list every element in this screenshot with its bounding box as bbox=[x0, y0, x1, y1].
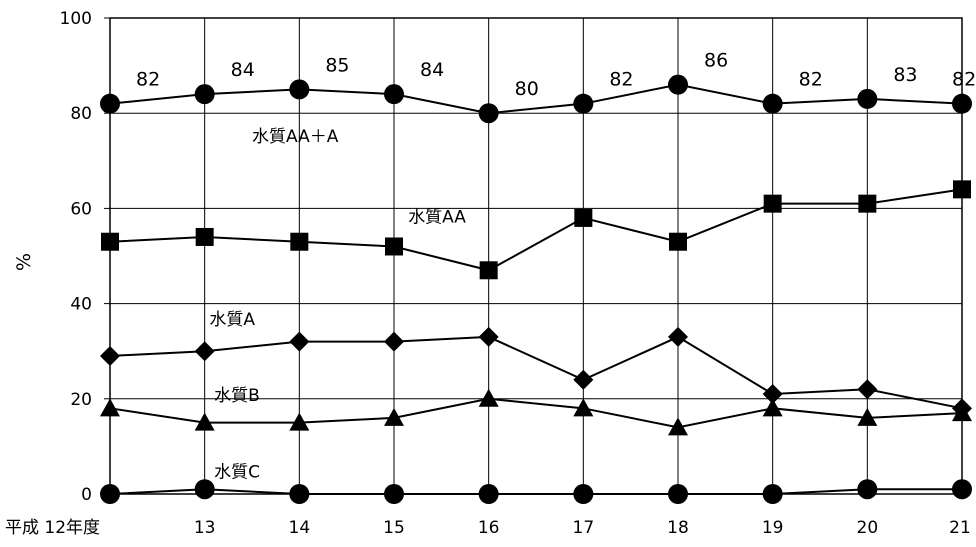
x-tick-label: 21 bbox=[949, 518, 971, 538]
marker-square bbox=[101, 232, 119, 251]
x-tick-label: 16 bbox=[478, 518, 500, 538]
marker-diamond bbox=[857, 379, 878, 400]
x-tick-label: 13 bbox=[194, 518, 216, 538]
series-line-0 bbox=[109, 83, 963, 115]
marker-diamond bbox=[384, 331, 404, 352]
marker-circle bbox=[100, 93, 120, 114]
marker-circle bbox=[668, 484, 688, 504]
series-line-3 bbox=[109, 397, 963, 429]
y-axis-label: % bbox=[13, 253, 35, 271]
y-tick-labels: 0 20 40 60 80 100 bbox=[60, 9, 110, 505]
marker-triangle bbox=[194, 412, 215, 431]
marker-circle bbox=[857, 479, 878, 500]
marker-diamond bbox=[100, 345, 120, 366]
series-line-1 bbox=[109, 188, 963, 272]
marker-diamond bbox=[668, 326, 688, 347]
marker-circle bbox=[857, 88, 878, 109]
marker-circle bbox=[573, 93, 594, 114]
marker-circle bbox=[289, 484, 310, 504]
y-tick-label: 60 bbox=[70, 199, 92, 219]
data-label: 85 bbox=[325, 54, 349, 76]
marker-triangle bbox=[573, 398, 594, 417]
marker-square bbox=[479, 261, 498, 280]
data-label: 86 bbox=[704, 50, 728, 72]
marker-square bbox=[574, 208, 593, 227]
data-label: 82 bbox=[609, 69, 633, 91]
data-label: 82 bbox=[952, 69, 976, 91]
x-tick-label: 15 bbox=[383, 518, 405, 538]
data-label: 82 bbox=[799, 69, 823, 91]
series-label-2: 水質A bbox=[209, 310, 255, 330]
x-tick-label: 14 bbox=[289, 518, 311, 538]
marker-square bbox=[195, 227, 214, 246]
marker-square bbox=[290, 232, 309, 251]
y-tick-label: 80 bbox=[70, 104, 92, 124]
marker-circle bbox=[289, 79, 310, 100]
marker-circle bbox=[194, 479, 215, 500]
marker-circle bbox=[194, 84, 215, 105]
data-label: 82 bbox=[136, 69, 160, 91]
marker-triangle bbox=[762, 398, 783, 417]
y-tick-label: 20 bbox=[70, 390, 92, 410]
marker-triangle bbox=[478, 388, 499, 407]
y-tick-label: 0 bbox=[81, 485, 92, 505]
marker-triangle bbox=[384, 407, 404, 426]
series-label-0: 水質AA＋A bbox=[252, 127, 339, 147]
series-label-1: 水質AA bbox=[408, 208, 466, 228]
data-labels: 82 84 85 84 80 82 86 82 83 82 bbox=[136, 50, 976, 101]
data-label: 83 bbox=[893, 64, 917, 86]
marker-diamond bbox=[194, 341, 215, 362]
marker-diamond bbox=[478, 326, 499, 347]
marker-circle bbox=[478, 484, 499, 504]
marker-square bbox=[953, 180, 971, 199]
marker-circle bbox=[668, 74, 688, 95]
marker-circle bbox=[762, 93, 783, 114]
data-label: 84 bbox=[420, 59, 444, 81]
marker-circle bbox=[573, 484, 594, 504]
marker-square bbox=[669, 232, 687, 251]
series-label-3: 水質B bbox=[214, 386, 260, 406]
marker-triangle bbox=[289, 412, 310, 431]
marker-diamond bbox=[573, 369, 594, 390]
marker-triangle bbox=[668, 417, 688, 436]
marker-circle bbox=[952, 479, 972, 500]
series-markers bbox=[100, 74, 972, 504]
marker-circle bbox=[384, 484, 404, 504]
marker-circle bbox=[478, 103, 499, 124]
series-line-2 bbox=[109, 335, 963, 410]
series-labels: 水質AA＋A 水質AA 水質A 水質B 水質C bbox=[209, 127, 466, 483]
marker-diamond bbox=[289, 331, 310, 352]
data-label: 80 bbox=[515, 78, 539, 100]
x-tick-label: 18 bbox=[667, 518, 689, 538]
marker-triangle bbox=[952, 403, 972, 422]
marker-circle bbox=[762, 484, 783, 504]
marker-circle bbox=[100, 484, 120, 504]
y-tick-label: 40 bbox=[70, 295, 92, 315]
marker-triangle bbox=[857, 407, 878, 426]
series-label-4: 水質C bbox=[214, 462, 260, 482]
data-label: 84 bbox=[231, 59, 255, 81]
series-line-4 bbox=[109, 488, 962, 495]
marker-triangle bbox=[100, 398, 120, 417]
x-tick-label: 20 bbox=[857, 518, 879, 538]
x-tick-label: 19 bbox=[762, 518, 784, 538]
marker-diamond bbox=[762, 384, 783, 405]
y-tick-label: 100 bbox=[60, 9, 92, 29]
x-tick-label: 平成 12年度 bbox=[5, 518, 100, 538]
marker-square bbox=[385, 237, 403, 256]
marker-circle bbox=[952, 93, 972, 114]
x-tick-label: 17 bbox=[573, 518, 595, 538]
marker-square bbox=[858, 194, 877, 213]
x-tick-labels: 平成 12年度 13 14 15 16 17 18 19 20 21 bbox=[5, 518, 971, 538]
series-lines bbox=[109, 83, 963, 495]
marker-square bbox=[763, 194, 782, 213]
marker-circle bbox=[384, 84, 404, 105]
